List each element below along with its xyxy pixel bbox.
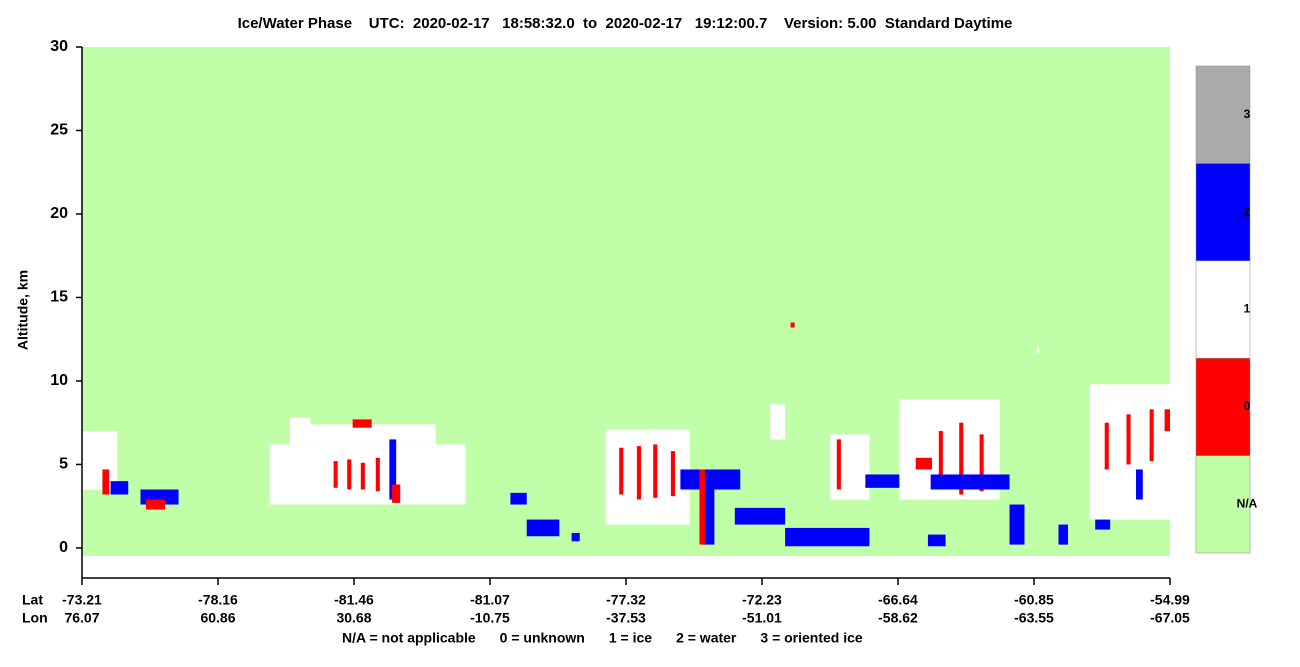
x-tick-label: -72.23 <box>742 592 782 608</box>
colorbar-label: 3 <box>1244 107 1251 121</box>
phase-region <box>333 461 338 488</box>
y-tick-label: 20 <box>50 205 68 222</box>
phase-region <box>836 439 841 490</box>
phase-region <box>770 404 786 440</box>
phase-region <box>269 444 466 505</box>
phase-region <box>653 444 658 498</box>
phase-region <box>389 439 397 500</box>
colorbar-swatch <box>1195 163 1251 262</box>
y-tick-label: 5 <box>59 456 68 473</box>
phase-region <box>1036 347 1040 355</box>
phase-region <box>915 457 932 470</box>
legend-entry: 3 = oriented ice <box>760 630 863 646</box>
phase-region <box>734 507 786 525</box>
phase-region <box>1058 524 1068 545</box>
x-tick-label: -73.21 <box>62 592 102 608</box>
lat-row-label: Lat <box>22 592 43 608</box>
phase-region <box>352 419 372 428</box>
x-tick-lon-label: 30.68 <box>336 610 371 626</box>
colorbar-label: N/A <box>1237 496 1258 510</box>
colorbar-swatch <box>1195 65 1251 164</box>
phase-region <box>619 447 624 495</box>
phase-region <box>979 434 984 492</box>
legend-entry: 2 = water <box>676 630 737 646</box>
phase-region <box>392 484 401 503</box>
y-axis-label: Altitude, km <box>15 270 31 350</box>
x-tick-lon-label: -10.75 <box>470 610 510 626</box>
phase-region <box>290 424 436 445</box>
y-tick-label: 10 <box>50 372 68 389</box>
x-tick-label: -66.64 <box>878 592 918 608</box>
legend-entry: 0 = unknown <box>500 630 585 646</box>
y-tick-label: 15 <box>50 289 68 306</box>
phase-region <box>360 462 365 490</box>
x-tick-lon-label: 76.07 <box>64 610 99 626</box>
phase-region <box>510 492 527 505</box>
x-tick-lon-label: -67.05 <box>1150 610 1190 626</box>
phase-region <box>959 422 964 495</box>
phase-region <box>347 459 352 490</box>
phase-region <box>670 451 675 497</box>
phase-region <box>290 417 311 432</box>
phase-region <box>785 527 870 547</box>
y-tick-label: 0 <box>59 539 68 556</box>
phase-region <box>930 474 1010 490</box>
phase-region <box>82 431 118 490</box>
phase-region <box>1149 409 1154 462</box>
phase-region <box>927 534 946 547</box>
phase-region <box>830 434 870 500</box>
x-tick-label: -54.99 <box>1150 592 1190 608</box>
phase-region <box>571 532 580 542</box>
phase-region <box>1164 409 1170 432</box>
legend-entry: 1 = ice <box>609 630 652 646</box>
phase-region <box>1095 517 1111 530</box>
phase-region <box>375 457 380 492</box>
colorbar-label: 0 <box>1244 399 1251 413</box>
phase-region <box>636 446 641 500</box>
y-tick-label: 30 <box>50 38 68 55</box>
chart-title: Ice/Water Phase UTC: 2020-02-17 18:58:32… <box>238 15 1013 32</box>
x-tick-label: -78.16 <box>198 592 238 608</box>
x-tick-label: -60.85 <box>1014 592 1054 608</box>
colorbar-swatch <box>1195 260 1251 359</box>
x-tick-lon-label: -37.53 <box>606 610 646 626</box>
x-tick-lon-label: -51.01 <box>742 610 782 626</box>
colorbar-label: 2 <box>1244 204 1251 218</box>
legend-entry: N/A = not applicable <box>342 630 476 646</box>
x-tick-lon-label: 60.86 <box>200 610 235 626</box>
y-tick-label: 25 <box>50 122 68 139</box>
phase-region <box>145 499 165 510</box>
phase-region <box>1104 422 1109 470</box>
phase-region <box>102 469 110 495</box>
phase-region <box>1136 469 1143 500</box>
x-tick-lon-label: -58.62 <box>878 610 918 626</box>
phase-region <box>790 322 795 328</box>
phase-region <box>526 519 560 537</box>
colorbar-label: 1 <box>1244 302 1251 316</box>
x-tick-label: -81.46 <box>334 592 374 608</box>
x-tick-label: -77.32 <box>606 592 646 608</box>
phase-region <box>110 481 129 495</box>
colorbar-swatch <box>1195 357 1251 456</box>
phase-region <box>703 477 715 545</box>
phase-region <box>605 429 690 525</box>
phase-region <box>699 469 705 545</box>
x-tick-lon-label: -63.55 <box>1014 610 1054 626</box>
phase-region <box>1009 504 1025 545</box>
phase-region <box>1126 414 1131 465</box>
phase-region <box>938 431 943 490</box>
x-tick-label: -81.07 <box>470 592 510 608</box>
lon-row-label: Lon <box>22 610 48 626</box>
